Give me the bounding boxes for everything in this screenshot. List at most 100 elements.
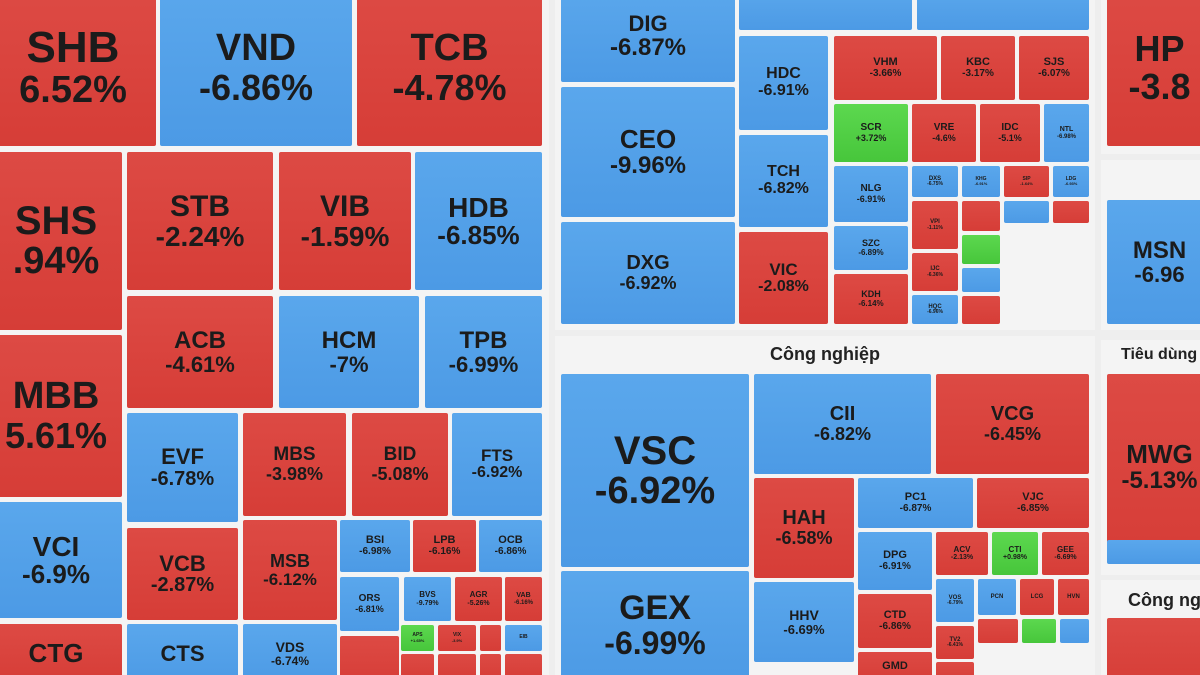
stock-tile-mbs[interactable]: MBS -3.98% <box>243 413 346 516</box>
stock-tile-hdb[interactable]: HDB -6.85% <box>415 152 542 290</box>
stock-tile[interactable] <box>962 235 1000 264</box>
stock-tile-gex[interactable]: GEX -6.99% <box>561 571 749 675</box>
stock-tile-ntl[interactable]: NTL -6.98% <box>1044 104 1089 162</box>
tile-change: -6.82% <box>758 180 809 197</box>
stock-tile-kbc[interactable]: KBC -3.17% <box>941 36 1015 100</box>
stock-tile-vcb[interactable]: VCB -2.87% <box>127 528 238 620</box>
stock-tile-ocb[interactable]: OCB -6.86% <box>479 520 542 572</box>
stock-tile-bvs[interactable]: BVS -9.79% <box>404 577 451 621</box>
stock-tile-cts[interactable]: CTS <box>127 624 238 675</box>
stock-tile-evf[interactable]: EVF -6.78% <box>127 413 238 522</box>
stock-tile[interactable] <box>1107 540 1200 564</box>
stock-tile[interactable] <box>505 654 542 675</box>
stock-tile[interactable] <box>1107 618 1200 675</box>
stock-tile-hp[interactable]: HP -3.8 <box>1107 0 1200 146</box>
stock-tile-gee[interactable]: GEE -6.69% <box>1042 532 1089 575</box>
stock-tile-vre[interactable]: VRE -4.6% <box>912 104 976 162</box>
stock-tile-ors[interactable]: ORS -6.81% <box>340 577 399 631</box>
stock-tile-hhv[interactable]: HHV -6.69% <box>754 582 854 662</box>
stock-tile[interactable] <box>401 654 434 675</box>
stock-tile[interactable] <box>978 619 1018 643</box>
stock-tile[interactable] <box>438 654 476 675</box>
stock-tile[interactable] <box>1004 201 1049 223</box>
stock-tile[interactable] <box>962 268 1000 292</box>
stock-tile-bid[interactable]: BID -5.08% <box>352 413 448 516</box>
stock-tile-sjs[interactable]: SJS -6.07% <box>1019 36 1089 100</box>
stock-tile-eib[interactable]: EIB <box>505 625 542 651</box>
stock-tile[interactable] <box>962 296 1000 324</box>
stock-tile-acv[interactable]: ACV -2.13% <box>936 532 988 575</box>
stock-tile-dig[interactable]: DIG -6.87% <box>561 0 735 82</box>
stock-tile[interactable] <box>1053 201 1089 223</box>
stock-tile-lpb[interactable]: LPB -6.16% <box>413 520 476 572</box>
stock-tile-vic[interactable]: VIC -2.08% <box>739 232 828 324</box>
tile-change: -6.98% <box>1056 133 1076 140</box>
stock-tile-msn[interactable]: MSN -6.96 <box>1107 200 1200 324</box>
tile-change: -5.1% <box>998 132 1022 143</box>
stock-tile-shb[interactable]: SHB 6.52% <box>0 0 156 146</box>
stock-tile-nlg[interactable]: NLG -6.91% <box>834 166 908 222</box>
stock-tile-tcb[interactable]: TCB -4.78% <box>357 0 542 146</box>
stock-tile-vcg[interactable]: VCG -6.45% <box>936 374 1089 474</box>
stock-tile-lcg[interactable]: LCG <box>1020 579 1054 615</box>
stock-tile-sip[interactable]: SIP -1.64% <box>1004 166 1049 197</box>
stock-tile-vnd[interactable]: VND -6.86% <box>160 0 352 146</box>
stock-tile-tch[interactable]: TCH -6.82% <box>739 135 828 227</box>
stock-tile-tv2[interactable]: TV2 -6.41% <box>936 626 974 659</box>
stock-tile-pcn[interactable]: PCN <box>978 579 1016 615</box>
stock-tile-gmd[interactable]: GMD <box>858 652 932 675</box>
stock-tile-mwg[interactable]: MWG -5.13% <box>1107 374 1200 560</box>
stock-tile-ldg[interactable]: LDG -6.93% <box>1053 166 1089 197</box>
tile-change: -1.59% <box>300 221 390 253</box>
stock-tile-stb[interactable]: STB -2.24% <box>127 152 273 290</box>
stock-tile-tpb[interactable]: TPB -6.99% <box>425 296 542 408</box>
stock-tile-vpi[interactable]: VPI -1.11% <box>912 201 958 249</box>
stock-tile[interactable] <box>1060 619 1089 643</box>
stock-tile-aps[interactable]: APS +1.65% <box>401 625 434 651</box>
stock-tile-msb[interactable]: MSB -6.12% <box>243 520 337 620</box>
stock-tile-pc1[interactable]: PC1 -6.87% <box>858 478 973 528</box>
stock-tile[interactable] <box>936 662 974 675</box>
stock-tile[interactable] <box>340 636 399 675</box>
stock-tile-acb[interactable]: ACB -4.61% <box>127 296 273 408</box>
stock-tile-ceo[interactable]: CEO -9.96% <box>561 87 735 217</box>
stock-tile-hvn[interactable]: HVN <box>1058 579 1089 615</box>
stock-tile-idc[interactable]: IDC -5.1% <box>980 104 1040 162</box>
stock-tile-hqc[interactable]: HQC -6.96% <box>912 295 958 324</box>
stock-tile-scr[interactable]: SCR +3.72% <box>834 104 908 162</box>
stock-tile-shs[interactable]: SHS .94% <box>0 152 122 330</box>
stock-tile-cii[interactable]: CII -6.82% <box>754 374 931 474</box>
stock-tile-vjc[interactable]: VJC -6.85% <box>977 478 1089 528</box>
stock-tile-vib[interactable]: VIB -1.59% <box>279 152 411 290</box>
stock-tile-cti[interactable]: CTI +0.98% <box>992 532 1038 575</box>
stock-tile[interactable] <box>739 0 912 30</box>
stock-tile-ssb[interactable] <box>480 625 501 651</box>
stock-tile-hdc[interactable]: HDC -6.91% <box>739 36 828 130</box>
stock-tile-vds[interactable]: VDS -6.74% <box>243 624 337 675</box>
stock-tile[interactable] <box>1022 619 1056 643</box>
stock-tile-vhm[interactable]: VHM -3.66% <box>834 36 937 100</box>
stock-tile[interactable] <box>480 654 501 675</box>
stock-tile-vsc[interactable]: VSC -6.92% <box>561 374 749 567</box>
stock-tile-szc[interactable]: SZC -6.89% <box>834 226 908 270</box>
stock-tile-dpg[interactable]: DPG -6.91% <box>858 532 932 590</box>
stock-tile-dxg[interactable]: DXG -6.92% <box>561 222 735 324</box>
stock-tile-hah[interactable]: HAH -6.58% <box>754 478 854 578</box>
stock-tile-dxs[interactable]: DXS -6.75% <box>912 166 958 197</box>
stock-tile-ijc[interactable]: IJC -6.36% <box>912 253 958 291</box>
stock-tile-vci[interactable]: VCI -6.9% <box>0 502 122 618</box>
stock-tile-vix[interactable]: VIX -3.9% <box>438 625 476 651</box>
stock-tile-fts[interactable]: FTS -6.92% <box>452 413 542 516</box>
stock-tile[interactable] <box>962 201 1000 231</box>
stock-tile-kdh[interactable]: KDH -6.14% <box>834 274 908 324</box>
stock-tile-agr[interactable]: AGR -5.26% <box>455 577 502 621</box>
stock-tile-hcm[interactable]: HCM -7% <box>279 296 419 408</box>
stock-tile-mbb[interactable]: MBB 5.61% <box>0 335 122 497</box>
stock-tile[interactable] <box>917 0 1089 30</box>
stock-tile-vab[interactable]: VAB -6.16% <box>505 577 542 621</box>
stock-tile-ctd[interactable]: CTD -6.86% <box>858 594 932 648</box>
stock-tile-vos[interactable]: VOS -6.79% <box>936 579 974 622</box>
stock-tile-ctg[interactable]: CTG <box>0 624 122 675</box>
stock-tile-bsi[interactable]: BSI -6.98% <box>340 520 410 572</box>
stock-tile-khg[interactable]: KHG -6.91% <box>962 166 1000 197</box>
